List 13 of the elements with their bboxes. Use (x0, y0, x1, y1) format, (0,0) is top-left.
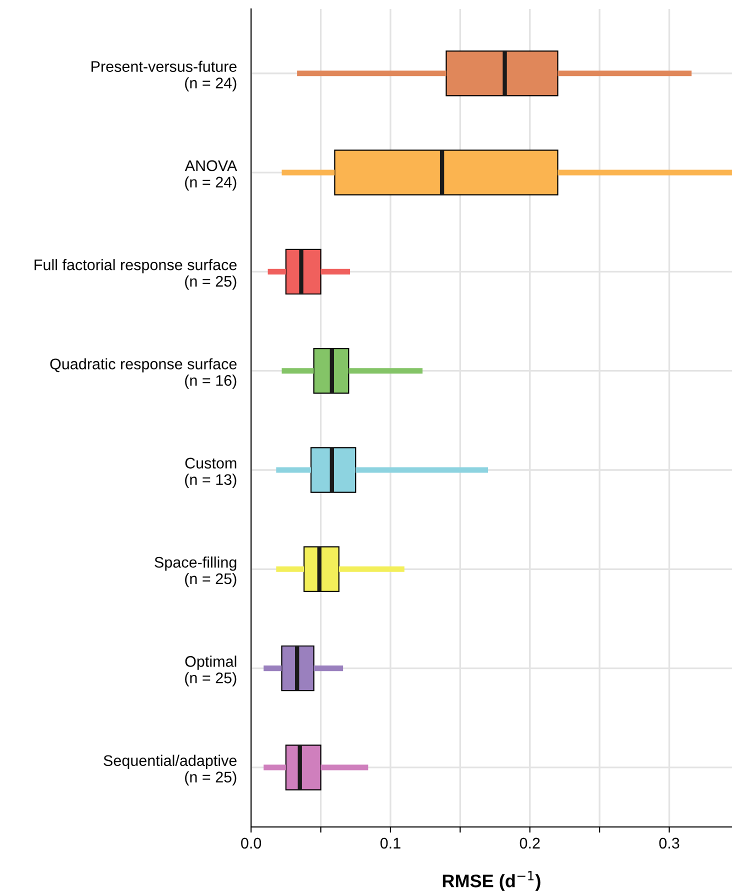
y-tick-label: Sequential/adaptive (n = 25) (104, 754, 237, 786)
y-tick-label: Present-versus-future (n = 24) (92, 60, 237, 92)
y-tick-label: Custom (n = 13) (185, 458, 236, 488)
y-tick-label: Space-filling (n = 25) (154, 556, 236, 588)
y-tick-label: Optimal (n = 25) (185, 656, 236, 686)
y-tick-label: Full factorial response surface (n = 25) (34, 259, 237, 290)
x-tick-label: 0.0 (241, 838, 262, 849)
y-tick-label: ANOVA (n = 24) (184, 160, 238, 191)
x-tick-label: 0.1 (380, 838, 400, 849)
x-axis-title: RMSE (d$^{−1}$) (442, 871, 540, 891)
x-tick-label: 0.3 (659, 838, 680, 849)
x-tick-label: 0.2 (520, 838, 540, 849)
y-tick-label: Quadratic response surface (n = 16) (50, 358, 237, 389)
